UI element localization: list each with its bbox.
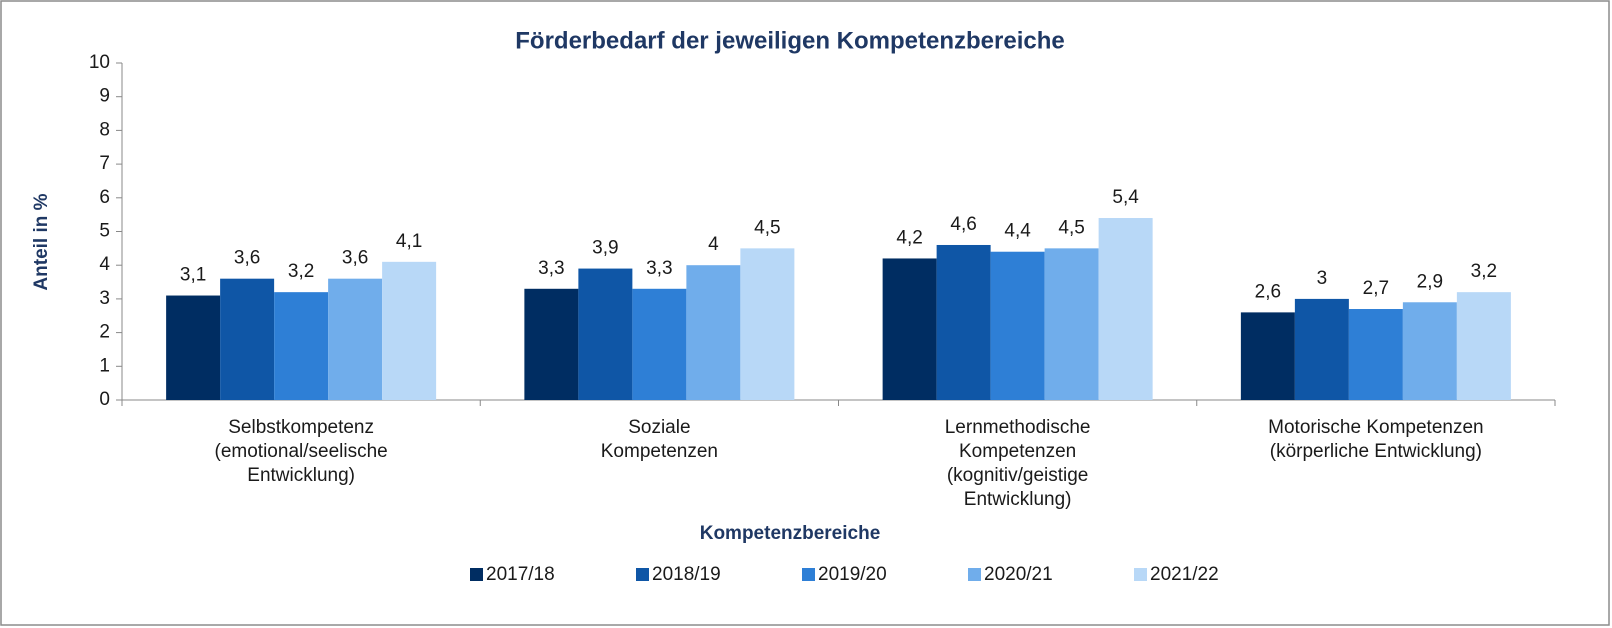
- value-label: 3,3: [646, 258, 672, 279]
- bar: [882, 258, 937, 400]
- y-tick-label: 4: [99, 254, 110, 275]
- value-label: 3,1: [180, 265, 206, 286]
- value-label: 3,2: [288, 261, 314, 282]
- value-label: 4,6: [950, 214, 976, 235]
- legend-label: 2019/20: [818, 564, 887, 585]
- value-label: 2,6: [1255, 281, 1281, 302]
- value-label: 3,3: [538, 258, 564, 279]
- value-label: 4,5: [1058, 217, 1084, 238]
- chart-title: Förderbedarf der jeweiligen Kompetenzber…: [515, 27, 1064, 54]
- y-tick-label: 0: [99, 389, 110, 410]
- bar: [220, 278, 275, 400]
- y-tick-label: 10: [89, 52, 110, 73]
- bar: [740, 248, 795, 400]
- bar: [578, 268, 633, 400]
- bar: [328, 278, 383, 400]
- legend-label: 2018/19: [652, 564, 721, 585]
- value-label: 4,4: [1004, 221, 1031, 242]
- x-tick-label: Lernmethodische Kompetenzen (kognitiv/geis…: [945, 417, 1091, 510]
- value-label: 4,5: [754, 217, 780, 238]
- legend-label: 2017/18: [486, 564, 555, 585]
- x-tick-label: Soziale Kompetenzen: [601, 417, 718, 462]
- y-tick-label: 7: [99, 153, 110, 174]
- bar: [1044, 248, 1099, 400]
- y-axis-title: Anteil in %: [31, 193, 52, 290]
- bar: [1098, 218, 1153, 400]
- legend-swatch: [636, 568, 649, 581]
- y-tick-label: 2: [99, 322, 110, 343]
- bar: [524, 288, 579, 400]
- bar: [166, 295, 221, 400]
- value-label: 4,2: [896, 227, 922, 248]
- x-tick-label: Selbstkompetenz (emotional/seelische Entwi…: [215, 417, 388, 486]
- legend-label: 2020/21: [984, 564, 1053, 585]
- value-label: 3: [1317, 268, 1328, 289]
- value-label: 2,9: [1417, 271, 1443, 292]
- bar: [686, 265, 741, 400]
- bar: [274, 292, 329, 400]
- x-axis-title: Kompetenzbereiche: [700, 523, 881, 544]
- bar: [1402, 302, 1457, 400]
- value-label: 4: [708, 234, 719, 255]
- legend-swatch: [968, 568, 981, 581]
- value-label: 3,9: [592, 238, 618, 259]
- value-label: 3,2: [1471, 261, 1497, 282]
- bar: [1240, 312, 1295, 400]
- bar: [1348, 309, 1403, 400]
- bar: [936, 244, 991, 400]
- bar: [990, 251, 1045, 400]
- bar: [382, 261, 437, 400]
- legend-swatch: [470, 568, 483, 581]
- bar: [1456, 292, 1511, 400]
- y-tick-label: 3: [99, 288, 110, 309]
- bar: [1294, 298, 1349, 400]
- value-label: 2,7: [1363, 278, 1389, 299]
- y-tick-label: 1: [99, 355, 110, 376]
- value-label: 3,6: [342, 248, 368, 269]
- bar: [632, 288, 687, 400]
- x-tick-label: Motorische Kompetenzen (körperliche Entwi…: [1268, 417, 1483, 462]
- y-tick-label: 6: [99, 187, 110, 208]
- y-tick-label: 9: [99, 86, 110, 107]
- value-label: 4,1: [396, 231, 422, 252]
- y-tick-label: 5: [99, 221, 110, 242]
- value-label: 5,4: [1112, 187, 1139, 208]
- legend-swatch: [802, 568, 815, 581]
- value-label: 3,6: [234, 248, 260, 269]
- y-tick-label: 8: [99, 119, 110, 140]
- legend-swatch: [1134, 568, 1147, 581]
- legend-label: 2021/22: [1150, 564, 1219, 585]
